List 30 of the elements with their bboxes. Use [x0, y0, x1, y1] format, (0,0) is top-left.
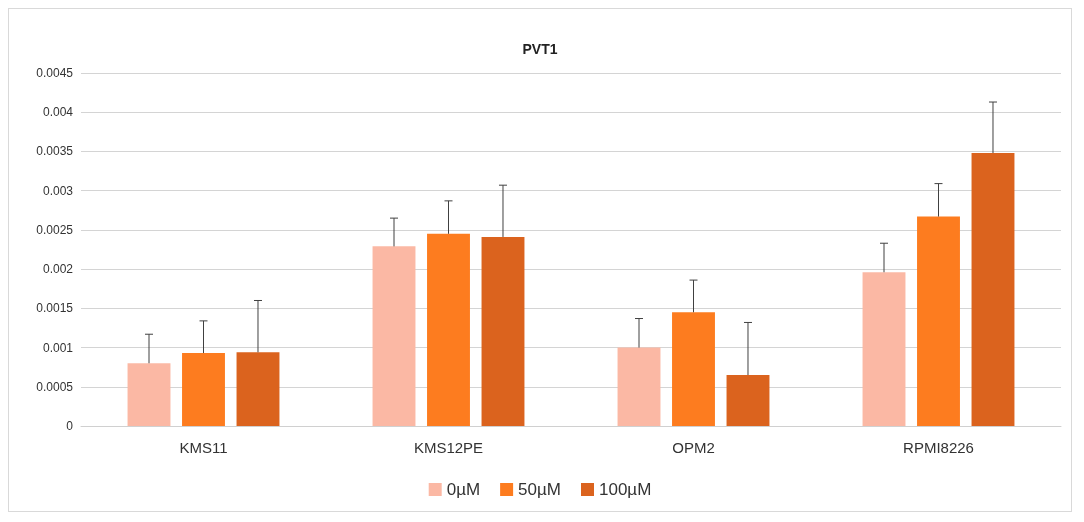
y-tick-label: 0.0025 — [36, 222, 74, 237]
y-tick-label: 0.0045 — [36, 66, 74, 80]
bar — [236, 352, 280, 426]
x-tick-label: KMS12PE — [413, 439, 484, 456]
x-tick-label: OPM2 — [672, 439, 715, 456]
bar — [127, 363, 171, 426]
y-tick-label: 0.002 — [42, 262, 74, 277]
y-tick-label: 0.0005 — [36, 379, 74, 394]
legend-label: 50µM — [518, 480, 561, 499]
y-tick-label: 0.0015 — [36, 301, 74, 316]
legend-label: 100µM — [598, 480, 652, 499]
y-tick-label: 0 — [66, 419, 74, 433]
y-tick-label: 0.003 — [42, 183, 74, 198]
bar — [427, 233, 470, 426]
bar — [971, 153, 1015, 426]
legend-label: 0µM — [446, 480, 481, 499]
bar — [372, 246, 416, 426]
bar — [862, 272, 906, 426]
chart-title: PVT1 — [522, 41, 558, 57]
x-tick-label: RPMI8226 — [903, 439, 974, 456]
bar — [481, 236, 525, 426]
bar — [672, 312, 715, 426]
bar — [917, 216, 960, 426]
y-tick-label: 0.0035 — [36, 144, 74, 159]
bar — [182, 353, 225, 426]
x-tick-label: KMS11 — [179, 439, 228, 456]
bar — [617, 347, 661, 426]
y-tick-label: 0.004 — [42, 105, 74, 120]
y-tick-label: 0.001 — [42, 340, 74, 355]
bar — [726, 375, 770, 426]
